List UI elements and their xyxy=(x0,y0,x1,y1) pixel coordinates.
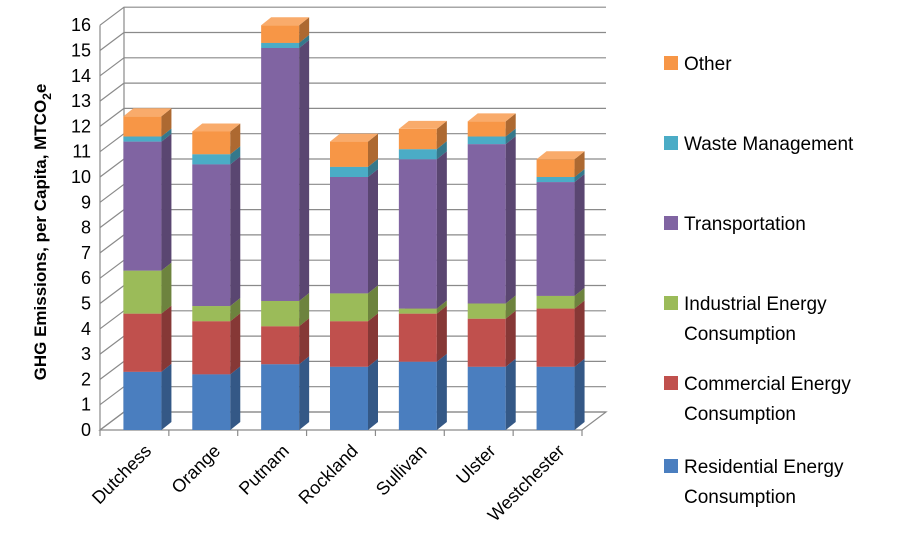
legend-item: Industrial Energy Consumption xyxy=(664,294,827,345)
legend-label: Waste Management xyxy=(684,134,854,155)
x-category-label: Putnam xyxy=(235,441,293,499)
bar-segment xyxy=(330,313,378,367)
gridline xyxy=(99,82,606,102)
category-labels: Dutchess Orange Putnam Rockland Sullivan Ulst… xyxy=(88,441,568,526)
bar-segment xyxy=(536,300,585,367)
y-tick-label: 13 xyxy=(71,91,91,111)
bar-segment xyxy=(192,156,241,307)
y-tick-label: 6 xyxy=(81,268,91,288)
x-category-label: Ulster xyxy=(452,441,499,488)
gridline xyxy=(99,107,606,127)
bar-segment xyxy=(192,123,241,155)
legend-label: Residential Energy xyxy=(684,457,844,478)
bar-segment xyxy=(467,358,516,430)
bar-segment xyxy=(398,120,447,150)
gridline xyxy=(99,6,606,26)
legend-swatch xyxy=(664,459,678,473)
gridline xyxy=(99,57,606,77)
legend-item: Transportation xyxy=(664,214,806,235)
bar-segment xyxy=(467,136,516,304)
legend-item: Commercial Energy Consumption xyxy=(664,374,851,425)
bar-segment xyxy=(123,363,172,430)
legend-label: Consumption xyxy=(684,324,796,345)
bar-segment xyxy=(467,113,516,137)
y-tick-label: 10 xyxy=(71,167,91,187)
y-tick-label: 9 xyxy=(81,192,91,212)
legend-item: Other xyxy=(664,54,732,75)
bar-segment xyxy=(330,358,378,430)
bar-segment xyxy=(123,133,172,271)
bar-segment xyxy=(330,169,378,294)
bar-segment xyxy=(261,39,310,301)
legend-label: Consumption xyxy=(684,404,796,425)
bar-segment xyxy=(123,108,172,137)
bar-segment xyxy=(192,313,241,375)
legend-item: Waste Management xyxy=(664,134,854,155)
legend: Other Waste Management Transportation Indus… xyxy=(664,54,854,508)
bar-segment xyxy=(398,305,447,362)
y-tick-label: 5 xyxy=(81,294,91,314)
legend-label: Industrial Energy xyxy=(684,294,827,315)
y-tick-label: 14 xyxy=(71,66,91,86)
legend-swatch xyxy=(664,296,678,310)
bar-segment xyxy=(536,151,585,177)
legend-label: Consumption xyxy=(684,487,796,508)
legend-label: Commercial Energy xyxy=(684,374,851,395)
y-tick-label: 0 xyxy=(81,420,91,440)
legend-swatch xyxy=(664,136,678,150)
y-tick-label: 1 xyxy=(81,395,91,415)
y-tick-label: 16 xyxy=(71,15,91,35)
x-category-label: Orange xyxy=(168,441,225,498)
legend-label: Other xyxy=(684,54,732,75)
bar-segment xyxy=(261,17,310,43)
y-tick-label: 11 xyxy=(72,142,91,162)
x-category-label: Dutchess xyxy=(88,441,155,508)
bar-segment xyxy=(536,174,585,296)
bar-segment xyxy=(398,151,447,309)
x-category-label: Rockland xyxy=(295,441,362,508)
y-tick-label: 8 xyxy=(81,218,91,238)
legend-swatch xyxy=(664,376,678,390)
bar-segment xyxy=(261,356,310,430)
y-tick-label: 3 xyxy=(81,344,91,364)
legend-item: Residential Energy Consumption xyxy=(664,457,844,508)
legend-swatch xyxy=(664,216,678,230)
y-tick-label: 7 xyxy=(81,243,91,263)
y-tick-label: 12 xyxy=(71,116,91,136)
bar-segment xyxy=(192,366,241,430)
bars xyxy=(123,17,585,430)
gridline xyxy=(99,31,606,51)
bar-segment xyxy=(467,310,516,367)
bar-segment xyxy=(398,353,447,430)
y-tick-label: 15 xyxy=(71,41,91,61)
legend-label: Transportation xyxy=(684,214,806,235)
y-tick-label: 2 xyxy=(81,369,91,389)
legend-swatch xyxy=(664,56,678,70)
y-tick-label: 4 xyxy=(81,319,91,339)
bar-segment xyxy=(330,133,378,167)
bar-segment xyxy=(536,358,585,430)
bar-segment xyxy=(123,305,172,372)
x-category-label: Sullivan xyxy=(372,441,431,500)
y-axis-label: GHG Emissions, per Capita, MTCO2e xyxy=(31,84,54,381)
